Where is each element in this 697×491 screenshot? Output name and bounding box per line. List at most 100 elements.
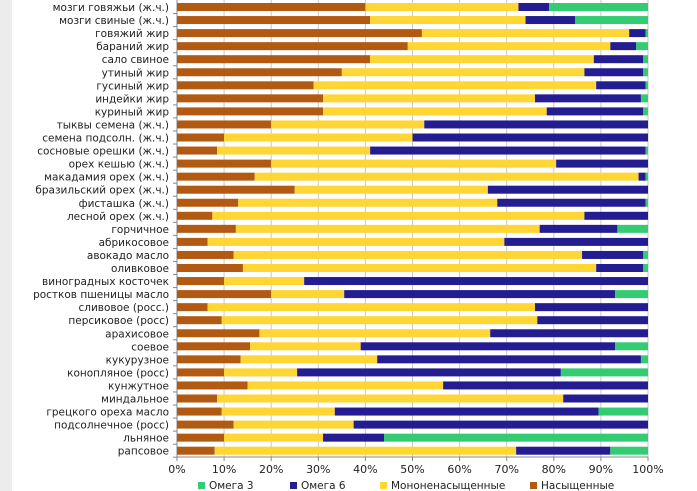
bar-segment bbox=[177, 68, 342, 77]
bar-segment bbox=[596, 264, 644, 272]
category-label: персиковое (росс) bbox=[68, 315, 169, 327]
category-label: индейки жир bbox=[95, 93, 169, 105]
bar-segment bbox=[177, 420, 234, 429]
category-label: сливовое (росс.) bbox=[79, 302, 170, 314]
bar-segment bbox=[177, 159, 272, 168]
x-tick-label: 80% bbox=[542, 463, 566, 476]
bar-segment bbox=[177, 381, 248, 390]
bar-segment bbox=[334, 407, 599, 416]
category-label: подсолнечное (росс) bbox=[54, 420, 169, 432]
bar-segment bbox=[240, 355, 378, 364]
bar-segment bbox=[177, 81, 314, 90]
bar-segment bbox=[556, 159, 648, 168]
bar-segment bbox=[221, 316, 538, 325]
x-tick-label: 10% bbox=[212, 463, 236, 476]
bar-segment bbox=[377, 355, 641, 364]
bar-segment bbox=[177, 407, 222, 416]
category-label: виноградных косточек bbox=[42, 276, 169, 288]
bar-segment bbox=[177, 16, 371, 25]
bar-segment bbox=[271, 120, 425, 129]
bar-segment bbox=[365, 3, 519, 11]
bar-segment bbox=[443, 381, 648, 390]
bar-segment bbox=[250, 342, 361, 351]
bar-segment bbox=[177, 211, 213, 220]
bar-segment bbox=[177, 303, 208, 312]
bar-segment bbox=[563, 394, 648, 403]
bar-segment bbox=[207, 237, 505, 246]
bar-segment bbox=[271, 159, 557, 168]
bar-segment bbox=[610, 42, 637, 51]
bar-segment bbox=[177, 133, 225, 142]
category-label: соевое bbox=[131, 341, 169, 353]
category-label: орех кешью (ж.ч.) bbox=[69, 159, 169, 171]
x-tick-label: 0% bbox=[168, 463, 185, 476]
category-label: арахисовое bbox=[105, 328, 169, 340]
category-label: горчичное bbox=[111, 224, 169, 236]
bar-segment bbox=[596, 81, 646, 90]
category-label: кунжутное bbox=[108, 380, 169, 392]
bar-segment bbox=[645, 146, 648, 155]
bar-segment bbox=[177, 355, 241, 364]
bar-segment bbox=[516, 446, 611, 455]
bar-segment bbox=[645, 198, 648, 207]
bar-segment bbox=[177, 433, 225, 442]
legend-label: Мононенасыщенные bbox=[391, 480, 505, 491]
bar-segment bbox=[593, 55, 644, 64]
bar-segment bbox=[177, 250, 234, 259]
bar-segment bbox=[537, 316, 648, 325]
bar-segment bbox=[629, 29, 646, 38]
bar-segment bbox=[638, 172, 646, 181]
bar-segment bbox=[549, 3, 648, 11]
bar-segment bbox=[238, 198, 498, 207]
bar-segment bbox=[177, 55, 371, 64]
x-tick-label: 50% bbox=[400, 463, 424, 476]
bar-segment bbox=[370, 55, 594, 64]
bar-segment bbox=[582, 250, 644, 259]
bar-segment bbox=[177, 185, 295, 194]
bar-segment bbox=[643, 68, 648, 77]
bar-segment bbox=[304, 277, 648, 286]
bar-segment bbox=[574, 16, 648, 25]
category-label: мозги свиные (ж.ч.) bbox=[59, 15, 169, 27]
bar-segment bbox=[177, 198, 239, 207]
category-label: утиный жир bbox=[102, 67, 170, 79]
bar-segment bbox=[259, 329, 491, 338]
bar-segment bbox=[560, 368, 648, 377]
bar-segment bbox=[636, 42, 648, 51]
bar-segment bbox=[254, 172, 639, 181]
category-label: миндальное bbox=[101, 394, 169, 406]
bar-segment bbox=[598, 407, 648, 416]
bar-segment bbox=[177, 316, 222, 325]
bar-segment bbox=[224, 433, 324, 442]
bar-segment bbox=[518, 3, 550, 11]
bar-segment bbox=[177, 3, 366, 11]
category-label: конопляное (росс) bbox=[67, 367, 169, 379]
category-label: гусиный жир bbox=[96, 80, 169, 92]
bar-segment bbox=[177, 277, 225, 286]
bar-segment bbox=[297, 368, 561, 377]
bar-segment bbox=[177, 107, 324, 116]
bar-segment bbox=[370, 16, 526, 25]
bar-segment bbox=[645, 81, 648, 90]
bar-segment bbox=[546, 107, 644, 116]
category-label: сосновые орешки (ж.ч.) bbox=[37, 146, 169, 158]
bar-segment bbox=[294, 185, 488, 194]
bar-segment bbox=[177, 394, 218, 403]
category-label: авокадо масло bbox=[87, 250, 169, 262]
bar-segment bbox=[247, 381, 444, 390]
bar-segment bbox=[645, 29, 648, 38]
bar-segment bbox=[643, 250, 648, 259]
bar-segment bbox=[643, 107, 648, 116]
category-label: абрикосовое bbox=[99, 237, 169, 249]
category-label: куриный жир bbox=[95, 106, 170, 118]
x-tick-label: 20% bbox=[259, 463, 283, 476]
bar-segment bbox=[177, 329, 260, 338]
bar-segment bbox=[610, 446, 648, 455]
legend-swatch bbox=[290, 482, 297, 489]
category-label: бараний жир bbox=[96, 41, 169, 53]
bar-segment bbox=[407, 42, 611, 51]
bar-segment bbox=[233, 250, 583, 259]
bar-segment bbox=[360, 342, 616, 351]
bar-segment bbox=[177, 290, 272, 299]
